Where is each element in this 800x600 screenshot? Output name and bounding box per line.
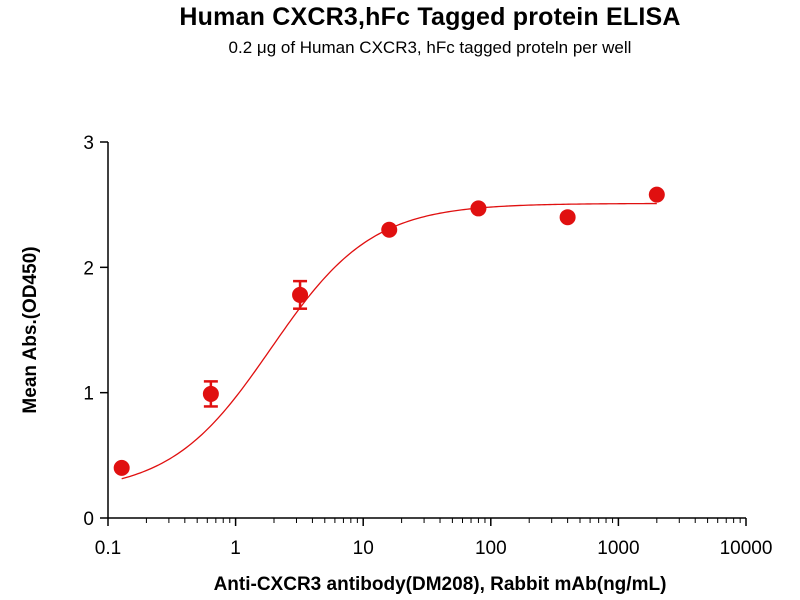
axes: 0.1 1 10 100 1000 10000 0 1 2 3: [83, 133, 772, 559]
data-point: [470, 200, 487, 217]
y-axis-label: Mean Abs.(OD450): [20, 246, 41, 413]
chart-title: Human CXCR3,hFc Tagged protein ELISA: [179, 3, 681, 31]
fit-curve: [121, 202, 657, 480]
x-tick-label: 100: [475, 538, 507, 559]
fit-curve-layer: [121, 202, 657, 480]
x-tick-label: 1: [230, 538, 241, 559]
y-tick-label: 2: [83, 258, 94, 279]
y-tick-label: 1: [83, 384, 94, 405]
x-tick-label: 10: [353, 538, 374, 559]
x-tick-label: 10000: [720, 538, 773, 559]
data-point: [648, 186, 665, 203]
chart-subtitle: 0.2 μg of Human CXCR3, hFc tagged protel…: [228, 38, 632, 57]
x-tick-label: 0.1: [95, 538, 121, 559]
data-point: [381, 221, 398, 238]
data-points-layer: [113, 186, 665, 476]
data-point: [202, 385, 219, 402]
y-tick-label: 0: [83, 509, 94, 530]
x-axis-label: Anti-CXCR3 antibody(DM208), Rabbit mAb(n…: [214, 574, 667, 595]
x-tick-label: 1000: [597, 538, 639, 559]
data-point: [292, 286, 309, 303]
y-tick-label: 3: [83, 133, 94, 154]
data-point: [113, 459, 130, 476]
data-point: [559, 209, 576, 226]
